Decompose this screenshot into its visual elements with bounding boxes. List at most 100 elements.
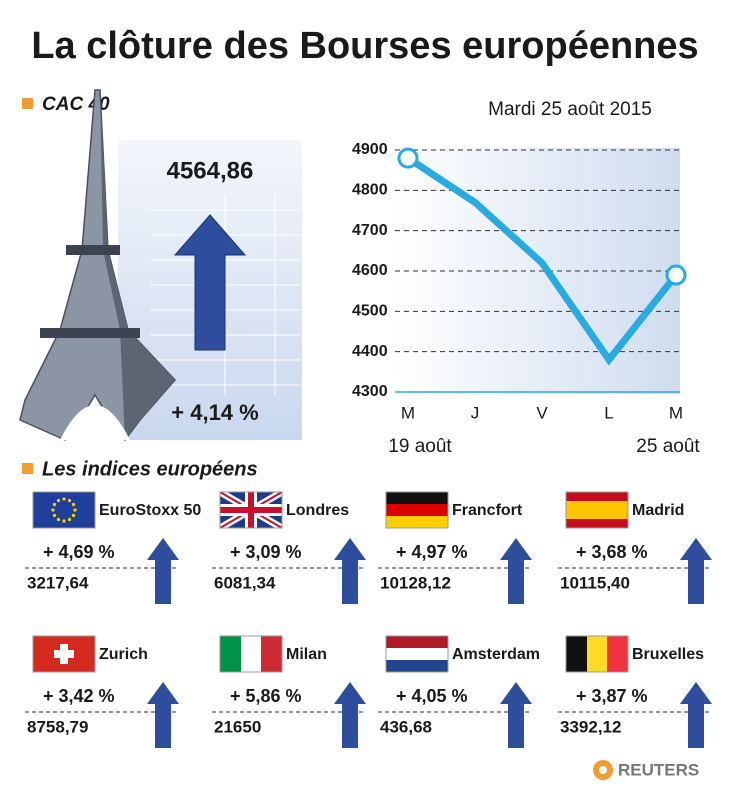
end-point (665, 264, 687, 286)
up-arrow (147, 538, 179, 604)
up-arrow (334, 682, 366, 748)
flag-part (566, 636, 587, 672)
start-label: 19 août (388, 436, 452, 457)
cac-value: 4564,86 (167, 157, 254, 184)
index-change: + 3,09 % (230, 542, 302, 562)
index-change: + 5,86 % (230, 686, 302, 706)
up-arrow (680, 538, 712, 604)
up-arrow (147, 682, 179, 748)
up-arrow (500, 682, 532, 748)
source: REUTERS (618, 760, 699, 779)
end-label: 25 août (636, 436, 700, 457)
flag-border (219, 635, 283, 673)
index-close: 10115,40 (560, 573, 630, 592)
index-name: Amsterdam (452, 646, 540, 663)
flag-part (386, 504, 448, 516)
x-tick-label: V (536, 403, 548, 422)
up-arrow (500, 538, 532, 604)
indices-title: Les indices européens (42, 458, 258, 480)
index-card: Madrid + 3,68 % 10115,40 (558, 491, 712, 604)
flag-star (71, 513, 76, 518)
flag-part (386, 648, 448, 660)
flag-star (56, 498, 61, 503)
flag-star (71, 502, 76, 507)
index-name: Milan (286, 646, 327, 663)
bullet (22, 98, 33, 109)
flag-border (219, 491, 283, 529)
y-tick-label: 4700 (352, 222, 388, 239)
x-tick-label: M (669, 403, 683, 422)
y-tick-label: 4300 (352, 383, 388, 400)
flag-star (52, 513, 57, 518)
flag-star (67, 517, 72, 522)
flag-part (386, 636, 448, 648)
flag-part (241, 636, 261, 672)
flag-star (62, 497, 66, 501)
index-change: + 3,42 % (43, 686, 115, 706)
flag-border (565, 491, 629, 529)
flag-part (386, 660, 448, 672)
flag-border (32, 491, 96, 529)
flag-part (566, 501, 628, 519)
index-change: + 4,97 % (396, 542, 468, 562)
flag-part (587, 636, 607, 672)
index-close: 8758,79 (27, 717, 88, 736)
flag-star (52, 502, 57, 507)
index-change: + 4,05 % (396, 686, 468, 706)
index-name: EuroStoxx 50 (99, 502, 201, 519)
bullet (22, 463, 33, 474)
flag-star (51, 508, 55, 512)
reuters-logo: REUTERS (593, 760, 699, 780)
x-tick-label: J (471, 403, 480, 422)
index-close: 21650 (214, 717, 261, 736)
index-card: Londres + 3,09 % 6081,34 (212, 488, 366, 604)
flag-border (565, 635, 629, 673)
flag-part (386, 492, 448, 504)
index-card: EuroStoxx 50 + 4,69 % 3217,64 (25, 491, 201, 604)
index-card: Zurich + 3,42 % 8758,79 (25, 635, 179, 748)
index-close: 436,68 (380, 717, 432, 736)
flag-star (73, 508, 77, 512)
flag-part (607, 636, 628, 672)
up-arrow (334, 538, 366, 604)
flag-part (220, 507, 282, 513)
y-tick-label: 4900 (352, 141, 388, 158)
flag-part (220, 636, 241, 672)
flag-part (261, 636, 282, 672)
index-close: 10128,12 (380, 573, 451, 592)
flag-border (32, 635, 96, 673)
flag-star (67, 498, 72, 503)
index-change: + 3,68 % (576, 542, 648, 562)
y-tick-label: 4800 (352, 182, 388, 199)
index-name: Zurich (99, 646, 148, 663)
index-change: + 4,69 % (43, 542, 115, 562)
index-close: 3217,64 (27, 573, 89, 592)
index-name: Francfort (452, 502, 523, 519)
line (406, 155, 679, 366)
x-tick-label: L (604, 403, 613, 422)
index-card: Bruxelles + 3,87 % 3392,12 (558, 635, 712, 748)
up-arrow (680, 682, 712, 748)
cac-change: + 4,14 % (171, 400, 258, 425)
index-card: Milan + 5,86 % 21650 (212, 635, 366, 748)
index-close: 3392,12 (560, 717, 621, 736)
flag-part (386, 516, 448, 528)
index-change: + 3,87 % (576, 686, 648, 706)
flag-border (385, 491, 449, 529)
title: La clôture des Bourses européennes (31, 25, 698, 67)
x-tick-label: M (401, 403, 415, 422)
flag-star (62, 519, 66, 523)
y-tick-label: 4500 (352, 303, 388, 320)
flag-part (54, 650, 74, 658)
chart-subtitle: Mardi 25 août 2015 (488, 99, 652, 120)
plot-area (395, 148, 680, 394)
eiffel-tower (19, 89, 177, 442)
index-card: Francfort + 4,97 % 10128,12 (378, 491, 532, 604)
index-card: Amsterdam + 4,05 % 436,68 (378, 635, 540, 748)
end-point (397, 147, 419, 169)
index-name: Bruxelles (632, 646, 704, 663)
flag-border (385, 635, 449, 673)
index-name: Londres (286, 502, 349, 519)
index-close: 6081,34 (214, 573, 276, 592)
